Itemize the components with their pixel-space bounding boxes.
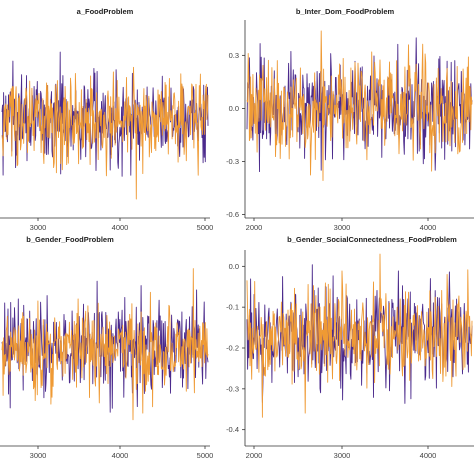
tick-group: 3000 4000 5000 — [30, 218, 214, 232]
trace-series-group — [1, 51, 209, 200]
trace-chain-orange — [1, 66, 209, 200]
panel-b-gender-socialconnectedness-foodproblem: b_Gender_SocialConnectedness_FoodProblem… — [226, 235, 474, 460]
x-tick-label: 2000 — [246, 451, 263, 460]
trace-chain-orange — [246, 30, 473, 181]
y-tick-label: -0.3 — [226, 384, 239, 393]
x-tick-label: 4000 — [112, 223, 129, 232]
x-tick-label: 3000 — [30, 451, 47, 460]
y-tick-label: -0.3 — [226, 157, 239, 166]
x-tick-label: 4000 — [112, 451, 129, 460]
panel-b-gender-foodproblem: b_Gender_FoodProblem 3000 4000 5000 — [0, 235, 213, 460]
panel-b-inter-dom-foodproblem: b_Inter_Dom_FoodProblem 2000 3000 4000 0.3 0… — [226, 7, 474, 232]
tick-group: 2000 3000 4000 0.0 -0.1 -0.2 -0.3 -0.4 — [226, 262, 436, 460]
x-tick-label: 4000 — [420, 223, 437, 232]
x-tick-label: 3000 — [334, 451, 351, 460]
trace-chain-orange — [246, 253, 473, 418]
x-tick-label: 2000 — [246, 223, 263, 232]
panel-title: a_FoodProblem — [77, 7, 134, 16]
panel-a-foodproblem: a_FoodProblem 3000 4000 5000 — [0, 7, 213, 232]
y-tick-label: -0.6 — [226, 210, 239, 219]
tick-group: 2000 3000 4000 0.3 0.0 -0.3 -0.6 — [226, 51, 436, 232]
y-tick-label: 0.3 — [229, 51, 239, 60]
y-tick-label: 0.0 — [229, 262, 239, 271]
x-tick-label: 5000 — [197, 223, 214, 232]
x-tick-label: 5000 — [197, 451, 214, 460]
y-tick-label: 0.0 — [229, 104, 239, 113]
panel-title: b_Gender_FoodProblem — [26, 235, 114, 244]
trace-series-group — [1, 268, 209, 421]
x-tick-label: 4000 — [420, 451, 437, 460]
tick-group: 3000 4000 5000 — [30, 446, 214, 460]
y-tick-label: -0.1 — [226, 303, 239, 312]
panel-title: b_Gender_SocialConnectedness_FoodProblem — [287, 235, 457, 244]
y-tick-label: -0.4 — [226, 425, 239, 434]
trace-chain-purple — [1, 51, 209, 177]
trace-series-group — [246, 30, 473, 181]
x-tick-label: 3000 — [30, 223, 47, 232]
trace-series-group — [246, 253, 473, 418]
x-tick-label: 3000 — [334, 223, 351, 232]
trace-chain-orange — [1, 268, 209, 421]
panel-title: b_Inter_Dom_FoodProblem — [296, 7, 395, 16]
y-tick-label: -0.2 — [226, 344, 239, 353]
